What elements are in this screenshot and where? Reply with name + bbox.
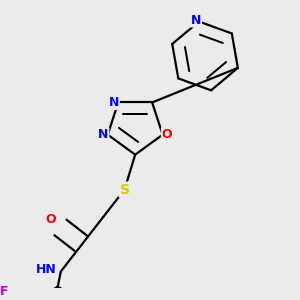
Text: S: S (120, 183, 130, 196)
Text: O: O (46, 214, 56, 226)
Text: N: N (109, 96, 119, 109)
Text: O: O (162, 128, 172, 141)
Text: N: N (191, 14, 201, 26)
Text: F: F (0, 285, 9, 298)
Text: N: N (98, 128, 108, 141)
Text: HN: HN (35, 262, 56, 276)
